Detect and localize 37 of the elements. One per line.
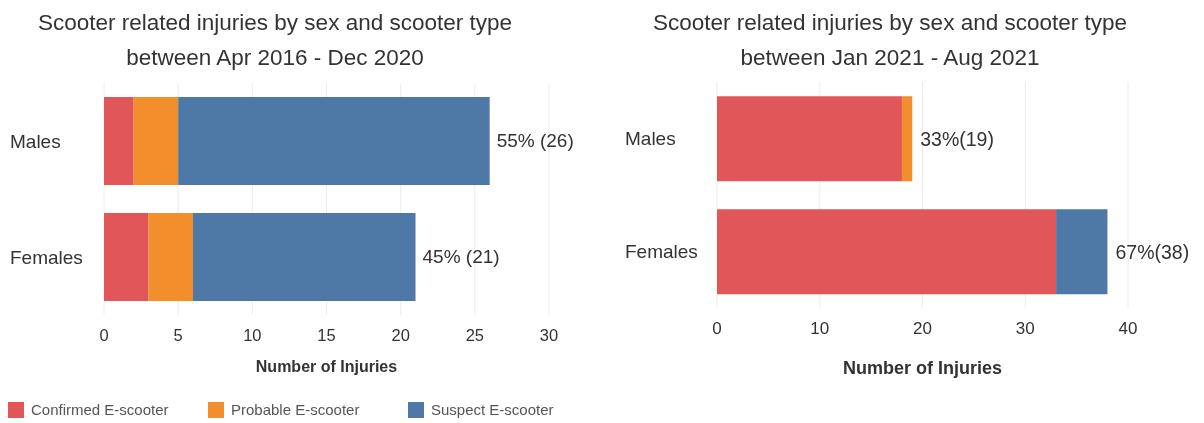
y-tick-label: Males	[625, 128, 676, 149]
x-tick-label: 30	[539, 325, 559, 344]
bar	[148, 212, 193, 301]
x-tick-label: 0	[712, 319, 722, 339]
total-label: 45% (21)	[422, 246, 500, 268]
y-tick-label: Females	[10, 246, 83, 268]
x-tick-label: 10	[810, 319, 830, 339]
x-tick-label: 20	[391, 325, 410, 344]
bar	[178, 96, 490, 185]
legend-label: Suspect E-scooter	[431, 401, 554, 418]
x-tick-label: 5	[173, 325, 183, 344]
bar	[133, 96, 179, 185]
x-tick-label: 0	[99, 325, 109, 344]
y-tick-label: Males	[10, 130, 61, 152]
bar	[717, 209, 1057, 295]
x-axis-title: Number of Injuries	[842, 358, 1003, 379]
legend-label: Probable E-scooter	[231, 401, 360, 418]
bar	[901, 96, 913, 182]
chart-title: Scooter related injuries by sex and scooter type between Apr 2016 - Dec 2020	[37, 9, 513, 72]
y-tick-label: Females	[625, 241, 698, 262]
bar	[104, 212, 149, 301]
x-axis-title: Number of Injuries	[254, 358, 399, 376]
x-tick-label: 25	[465, 325, 485, 344]
x-tick-label: 10	[243, 325, 262, 344]
bar	[193, 212, 416, 301]
x-tick-label: 15	[317, 325, 336, 344]
chart-title: Scooter related injuries by sex and scooter type between Jan 2021 - Aug 2021	[652, 9, 1128, 72]
total-label: 33%(19)	[920, 127, 994, 150]
total-label: 55% (26)	[496, 130, 574, 152]
total-label: 67%(38)	[1115, 240, 1190, 263]
bar	[1056, 209, 1108, 295]
x-tick-label: 30	[1015, 319, 1035, 339]
bar	[104, 96, 134, 185]
x-tick-label: 20	[913, 319, 932, 339]
legend-label: Confirmed E-scooter	[31, 401, 169, 418]
x-tick-label: 40	[1118, 319, 1138, 339]
bar	[717, 96, 902, 182]
